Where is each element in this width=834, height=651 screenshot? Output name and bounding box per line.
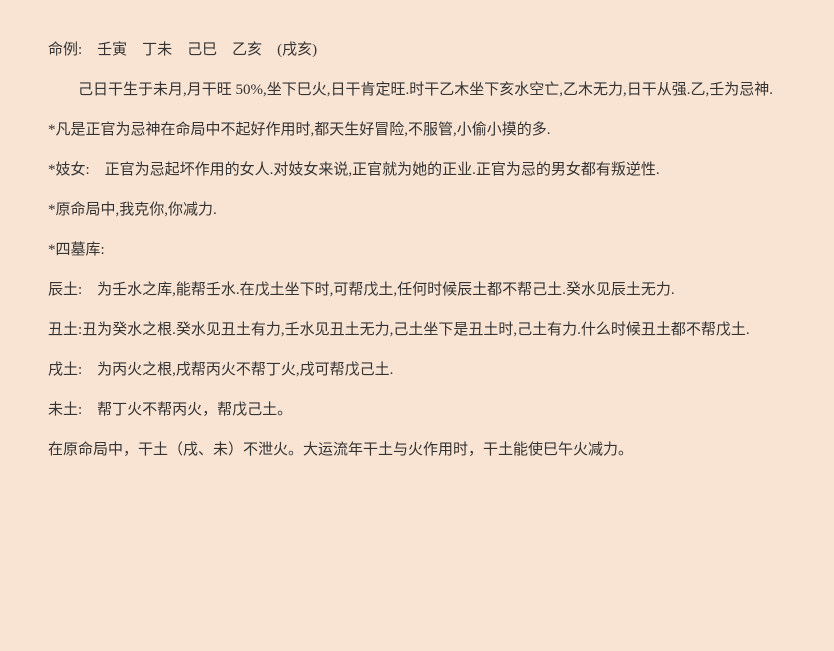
paragraph-heading-siku: *四墓库: — [48, 238, 786, 262]
paragraph-summary: 在原命局中，干土（戌、未）不泄火。大运流年干土与火作用时，干土能使巳午火减力。 — [48, 438, 786, 462]
paragraph-note-3: *原命局中,我克你,你减力. — [48, 198, 786, 222]
paragraph-example: 命例: 壬寅 丁未 己巳 乙亥 (戌亥) — [48, 38, 786, 62]
paragraph-chen: 辰土: 为壬水之库,能帮壬水.在戊土坐下时,可帮戊土,任何时候辰土都不帮己土.癸… — [48, 278, 786, 302]
paragraph-xu: 戌土: 为丙火之根,戌帮丙火不帮丁火,戌可帮戊己土. — [48, 358, 786, 382]
paragraph-chou: 丑土:丑为癸水之根.癸水见丑土有力,壬水见丑土无力,己土坐下是丑土时,己土有力.… — [48, 318, 786, 342]
document-page: 命例: 壬寅 丁未 己巳 乙亥 (戌亥) 己日干生于未月,月干旺 50%,坐下巳… — [0, 0, 834, 651]
paragraph-note-1: *凡是正官为忌神在命局中不起好作用时,都天生好冒险,不服管,小偷小摸的多. — [48, 118, 786, 142]
paragraph-analysis: 己日干生于未月,月干旺 50%,坐下巳火,日干肯定旺.时干乙木坐下亥水空亡,乙木… — [48, 78, 786, 102]
paragraph-wei: 未土: 帮丁火不帮丙火，帮戊己土。 — [48, 398, 786, 422]
paragraph-note-2: *妓女: 正官为忌起坏作用的女人.对妓女来说,正官就为她的正业.正官为忌的男女都… — [48, 158, 786, 182]
